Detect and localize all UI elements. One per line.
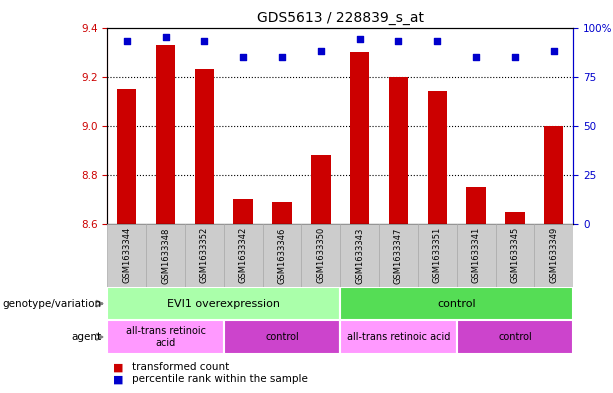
Text: GSM1633342: GSM1633342 (238, 227, 248, 283)
Point (277, 54, 287, 60)
Text: GSM1633347: GSM1633347 (394, 227, 403, 283)
Text: GSM1633346: GSM1633346 (278, 227, 286, 283)
Text: control: control (265, 332, 299, 342)
Text: percentile rank within the sample: percentile rank within the sample (132, 374, 308, 384)
Text: GSM1633345: GSM1633345 (511, 227, 519, 283)
Point (355, 36, 365, 42)
Text: EVI1 overexpression: EVI1 overexpression (167, 299, 280, 309)
Bar (262, 224, 302, 287)
Bar (195, 69, 214, 224)
Point (549, 48, 558, 54)
Point (510, 54, 520, 60)
Bar (340, 224, 379, 287)
Point (394, 38, 403, 44)
Text: all-trans retinoic acid: all-trans retinoic acid (347, 332, 450, 342)
Bar (457, 320, 573, 354)
Bar (428, 91, 447, 224)
Text: GSM1633350: GSM1633350 (316, 227, 326, 283)
Text: GSM1633351: GSM1633351 (433, 227, 442, 283)
Bar (107, 224, 146, 287)
Text: GSM1633348: GSM1633348 (161, 227, 170, 283)
Text: genotype/variation: genotype/variation (2, 299, 101, 309)
Bar (418, 224, 457, 287)
Bar (350, 52, 370, 224)
Bar (340, 287, 573, 320)
Bar (272, 202, 292, 224)
Text: control: control (498, 332, 532, 342)
Text: ■: ■ (113, 374, 124, 384)
Point (238, 54, 248, 60)
Text: ■: ■ (113, 362, 124, 373)
Text: GSM1633349: GSM1633349 (549, 227, 558, 283)
Bar (224, 320, 340, 354)
Bar (234, 199, 253, 224)
Bar (495, 224, 535, 287)
Bar (505, 212, 525, 224)
Bar (302, 224, 340, 287)
Bar (107, 320, 224, 354)
Bar (466, 187, 486, 224)
Title: GDS5613 / 228839_s_at: GDS5613 / 228839_s_at (257, 11, 424, 25)
Bar (117, 89, 136, 224)
Text: all-trans retinoic
acid: all-trans retinoic acid (126, 326, 205, 348)
Text: GSM1633341: GSM1633341 (471, 227, 481, 283)
Bar (311, 155, 330, 224)
Text: control: control (437, 299, 476, 309)
Bar (107, 287, 340, 320)
Bar (340, 320, 457, 354)
Point (199, 38, 209, 44)
Bar (224, 224, 262, 287)
Bar (535, 224, 573, 287)
Text: transformed count: transformed count (132, 362, 229, 373)
Text: GSM1633344: GSM1633344 (122, 227, 131, 283)
Text: GSM1633343: GSM1633343 (355, 227, 364, 283)
Bar (379, 224, 418, 287)
Bar (185, 224, 224, 287)
Bar (457, 224, 495, 287)
Point (316, 48, 326, 54)
Text: agent: agent (71, 332, 101, 342)
Bar (544, 126, 563, 224)
Bar (389, 77, 408, 224)
Bar (156, 45, 175, 224)
Point (432, 38, 442, 44)
Point (122, 38, 132, 44)
Bar (146, 224, 185, 287)
Point (471, 54, 481, 60)
Point (161, 34, 170, 40)
Text: GSM1633352: GSM1633352 (200, 227, 209, 283)
